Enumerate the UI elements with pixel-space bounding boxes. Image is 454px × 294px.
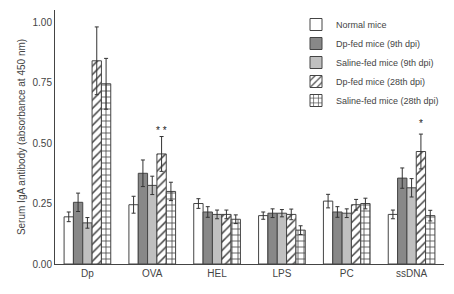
svg-text:* *: * *: [156, 125, 167, 136]
svg-text:Saline-fed mice (28th dpi): Saline-fed mice (28th dpi): [336, 96, 439, 106]
svg-text:PC: PC: [340, 268, 354, 279]
svg-text:LPS: LPS: [272, 268, 291, 279]
svg-text:0.50: 0.50: [33, 138, 53, 149]
svg-text:ssDNA: ssDNA: [396, 268, 427, 279]
svg-text:0.25: 0.25: [33, 198, 53, 209]
svg-text:Dp-fed mice (9th dpi): Dp-fed mice (9th dpi): [336, 39, 420, 49]
svg-text:OVA: OVA: [142, 268, 163, 279]
svg-text:Dp: Dp: [81, 268, 94, 279]
svg-text:0.00: 0.00: [33, 259, 53, 270]
svg-text:Normal mice: Normal mice: [336, 20, 387, 30]
svg-text:HEL: HEL: [207, 268, 227, 279]
svg-text:Dp-fed mice (28th dpi): Dp-fed mice (28th dpi): [336, 77, 425, 87]
svg-text:*: *: [419, 118, 423, 129]
svg-text:0.75: 0.75: [33, 77, 53, 88]
svg-text:Saline-fed mice (9th dpi): Saline-fed mice (9th dpi): [336, 58, 434, 68]
svg-text:1.00: 1.00: [33, 17, 53, 28]
svg-text:Serum IgA antibody (absorbance: Serum IgA antibody (absorbance at 450 nm…: [16, 39, 27, 235]
